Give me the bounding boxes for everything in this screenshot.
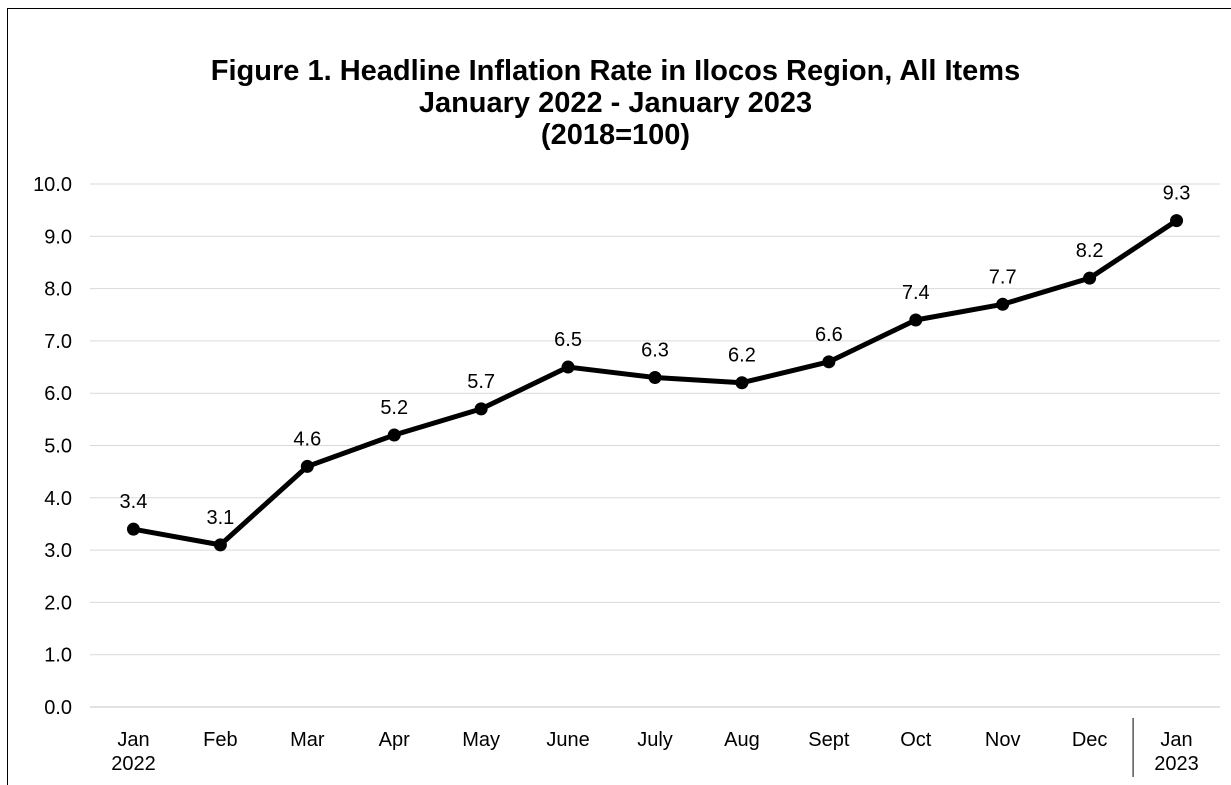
x-tick-label: Oct [900,729,932,751]
x-tick-label: Apr [379,729,410,751]
axes: 0.0 1.0 2.0 3.0 4.0 5.0 6.0 7.0 8.0 9.0 10.0 Jan 202… [33,174,1220,777]
y-tick-label: 1.0 [44,645,72,667]
x-tick-label: Mar [290,729,325,751]
data-point [996,297,1010,311]
x-tick-label: Dec [1072,729,1108,751]
data-label: 6.6 [815,324,843,346]
data-label: 9.3 [1163,183,1191,205]
y-tick-label: 0.0 [44,697,72,719]
series-layer [126,214,1184,552]
data-point [1083,271,1097,285]
data-point [909,313,923,327]
chart-title: Figure 1. Headline Inflation Rate in Ilo… [0,55,1231,151]
x-tick-label: Jan 2023 [1154,729,1199,775]
x-tick-label: Feb [203,729,237,751]
chart-title-line-3: (2018=100) [540,119,691,151]
data-label: 6.5 [554,329,582,351]
data-label: 4.6 [293,428,321,450]
chart-title-line-2: January 2022 - January 2023 [418,87,813,119]
x-tick-label: Jan 2022 [111,729,156,775]
data-labels: 3.4 3.1 4.6 5.2 5.7 6.5 6.3 6.2 6.6 7.4 7.7 8.2 9.3 [120,183,1191,529]
x-tick-label: Nov [985,729,1021,751]
data-label: 5.2 [380,397,408,419]
data-label: 6.2 [728,345,756,367]
x-tick-label: July [637,729,673,751]
data-label: 6.3 [641,340,669,362]
chart-frame [7,8,1231,785]
x-tick-label: Aug [724,729,760,751]
data-label: 7.4 [902,282,930,304]
data-point [300,459,314,473]
y-tick-label: 5.0 [44,436,72,458]
data-label: 8.2 [1076,240,1104,262]
data-point [1170,214,1184,228]
data-point [387,428,401,442]
y-tick-label: 10.0 [33,174,72,196]
gridlines [90,183,1220,656]
data-point [822,355,836,369]
data-label: 7.7 [989,266,1017,288]
data-label: 3.1 [206,507,234,529]
y-tick-label: 6.0 [44,383,72,405]
data-label: 5.7 [467,371,495,393]
data-point [213,538,227,552]
x-tick-label: June [546,729,589,751]
data-point [474,402,488,416]
data-point [126,522,140,536]
y-tick-label: 3.0 [44,540,72,562]
y-tick-label: 4.0 [44,488,72,510]
data-point [735,376,749,390]
data-label: 3.4 [120,491,148,513]
chart-title-line-1: Figure 1. Headline Inflation Rate in Ilo… [210,55,1021,87]
y-tick-label: 2.0 [44,592,72,614]
y-tick-label: 9.0 [44,226,72,248]
y-tick-label: 8.0 [44,279,72,301]
x-tick-label: Sept [808,729,850,751]
data-point [561,360,575,374]
data-point [648,371,662,385]
y-tick-label: 7.0 [44,331,72,353]
x-tick-label: May [462,729,500,751]
